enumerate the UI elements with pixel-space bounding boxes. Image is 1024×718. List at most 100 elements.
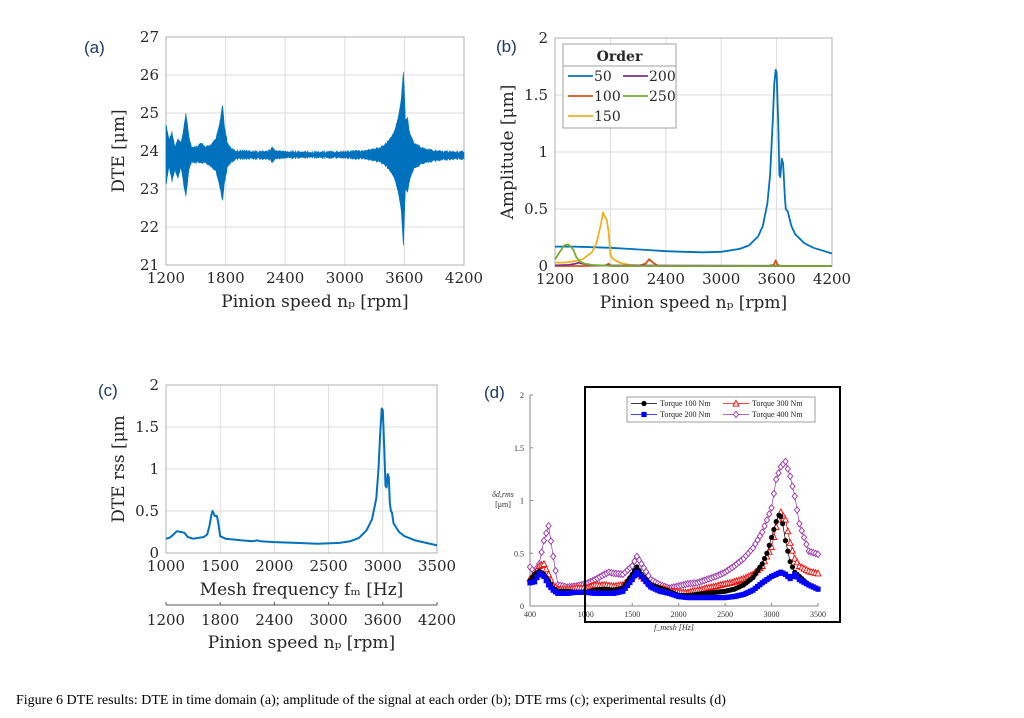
y-tick-label: 24 <box>140 142 159 160</box>
chart-d: 400 1000 1500 2000 2500 3000 350000.511.52f_me… <box>484 383 841 632</box>
x-tick-label: 2000 <box>255 557 293 575</box>
panel-label: (d) <box>484 383 505 402</box>
data-point-circle <box>773 519 779 525</box>
panel-label: (c) <box>98 381 118 400</box>
x-tick-label: 3000 <box>764 610 780 619</box>
legend-label-200: 200 <box>649 69 676 85</box>
data-point-diamond <box>547 537 555 546</box>
y-axis-label: Amplitude [μm] <box>498 85 518 221</box>
panel-label: (a) <box>84 38 105 57</box>
y-tick-label: 0.5 <box>135 502 159 520</box>
data-point-diamond <box>759 528 766 537</box>
x-tick-label: 1200 <box>536 270 574 288</box>
data-point-square <box>638 573 645 580</box>
data-point-circle <box>766 542 772 548</box>
y-tick-label: 1.5 <box>524 86 548 104</box>
x-tick-label: 2500 <box>717 610 733 619</box>
legend: Torque 100 Nm Torque 200 Nm Torque 300 Nm T… <box>626 396 816 423</box>
y-tick-label: 1.5 <box>135 418 159 436</box>
data-point-square <box>622 585 628 591</box>
chart-a: 1200 1800 2400 3000 3600 4200 21 22 23 24 25 26 27 Pi… <box>84 28 483 312</box>
data-point-diamond <box>803 540 810 549</box>
legend-box <box>562 43 677 129</box>
y-tick-label: 1.5 <box>514 444 524 453</box>
x-tick-label: 1200 <box>147 269 185 287</box>
x-axis-label: f_mesh [Hz] <box>654 623 694 632</box>
data-point-square <box>543 578 549 584</box>
data-point-diamond <box>782 457 789 466</box>
x-tick-label: 3500 <box>810 610 826 619</box>
chart-b: 1200 1800 2400 3000 3600 4200 0 0.5 1 1.5 2 Pinion … <box>496 29 851 313</box>
x-tick-label: 3000 <box>702 270 740 288</box>
legend: Order 50 100 150 200 250 <box>562 43 677 129</box>
x-tick-label: 4200 <box>445 269 483 287</box>
x-tick-label: 3000 <box>326 269 364 287</box>
chart-c: 1000 1500 2000 2500 3000 3500 0 0.5 1 1.5 2 Mesh fr… <box>98 376 456 653</box>
data-point-triangle <box>732 399 740 407</box>
data-point-circle <box>764 550 770 556</box>
data-point-circle <box>785 548 791 554</box>
data-point-square <box>815 586 821 592</box>
data-point-circle <box>759 561 765 567</box>
x-tick-label: 1800 <box>207 269 245 287</box>
x-tick-label: 3600 <box>758 270 796 288</box>
series-line-order-100 <box>555 258 832 267</box>
x-tick-label: 3000 <box>364 557 402 575</box>
data-point-diamond <box>786 472 794 481</box>
y-tick-label: 2 <box>520 391 524 400</box>
dte-rss-line <box>165 407 438 547</box>
series-torque-200-nm <box>527 569 821 601</box>
data-point-diamond <box>784 464 791 473</box>
data-point-triangle <box>788 546 797 554</box>
data-point-circle <box>789 564 796 570</box>
y-tick-label: 27 <box>140 28 159 46</box>
y-tick-label: 0 <box>149 544 159 562</box>
data-point-triangle <box>791 554 799 562</box>
legend-label-100: 100 <box>594 89 621 105</box>
data-point-square <box>792 571 798 577</box>
x-axis-label: Mesh frequency fₘ [Hz] <box>200 580 404 600</box>
data-point-square <box>629 577 635 583</box>
y-tick-label: 0 <box>520 602 524 611</box>
data-point-square <box>794 574 800 580</box>
data-point-circle <box>782 537 789 544</box>
data-point-diamond <box>761 522 768 530</box>
data-point-square <box>641 411 647 418</box>
y-tick-label: 1 <box>538 143 548 161</box>
data-point-diamond <box>732 410 740 419</box>
x-tick-label: 2000 <box>671 610 687 619</box>
highlight-rectangle <box>584 386 841 623</box>
data-point-square <box>643 579 649 585</box>
series-line-order-50 <box>555 69 833 255</box>
data-point-diamond <box>629 561 636 570</box>
panel-label: (b) <box>496 37 517 56</box>
data-point-diamond <box>538 548 545 557</box>
data-point-triangle <box>784 527 792 535</box>
x-tick-label: 400 <box>524 610 536 619</box>
secondary-x-tick-label: 4200 <box>418 611 456 629</box>
y-tick-label: 2 <box>149 376 159 394</box>
data-point-square <box>620 588 626 594</box>
data-point-triangle <box>542 564 550 573</box>
data-point-diamond <box>791 492 798 501</box>
data-point-square <box>541 573 547 580</box>
secondary-x-tick-label: 1800 <box>201 611 239 629</box>
data-point-diamond <box>793 506 801 514</box>
data-point-diamond <box>796 519 803 528</box>
data-point-square <box>641 576 647 582</box>
data-point-diamond <box>789 482 796 491</box>
data-point-triangle <box>786 538 794 546</box>
legend-label: Torque 300 Nm <box>752 399 803 408</box>
data-point-diamond <box>543 529 550 538</box>
figure-caption: Figure 6 DTE results: DTE in time domain… <box>16 693 726 708</box>
series-line-order-250 <box>554 243 832 267</box>
data-point-diamond <box>770 489 778 498</box>
data-point-diamond <box>773 475 780 484</box>
legend-label: Torque 200 Nm <box>660 410 711 419</box>
legend-label-250: 250 <box>649 89 676 105</box>
data-point-diamond <box>800 533 808 542</box>
data-point-square <box>645 581 652 587</box>
y-tick-label: 26 <box>140 66 159 84</box>
x-tick-label: 2500 <box>310 557 348 575</box>
x-tick-label: 1500 <box>624 610 640 619</box>
